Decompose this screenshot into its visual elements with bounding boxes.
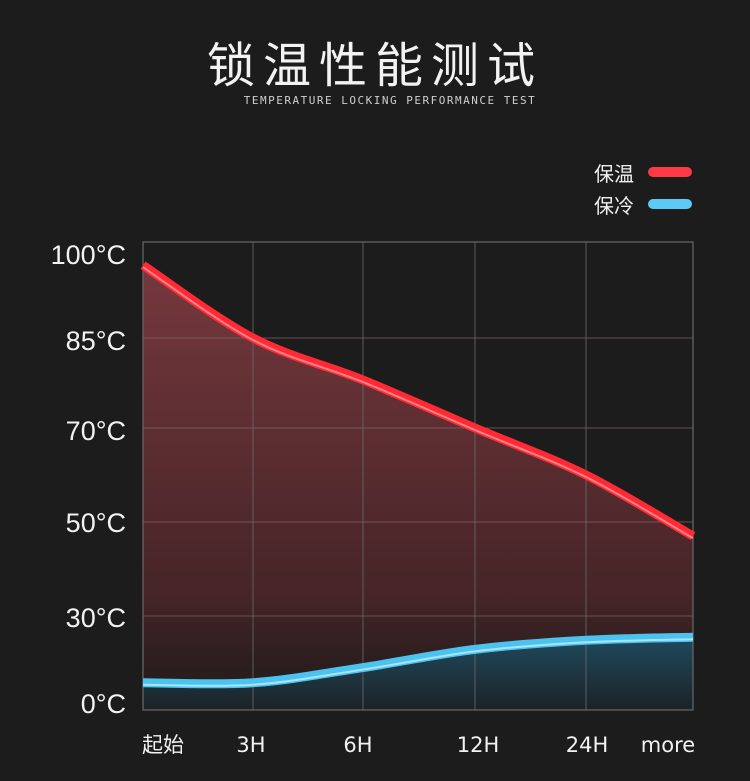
y-tick-label: 0°C <box>81 689 126 719</box>
legend: 保温 保冷 <box>594 156 692 220</box>
plot-frame <box>142 241 694 711</box>
series-line-cold <box>142 632 694 689</box>
legend-label: 保冷 <box>594 193 634 218</box>
x-tick-label: more <box>641 733 695 757</box>
area-cold <box>143 637 693 710</box>
y-tick-label: 30°C <box>66 603 126 633</box>
y-tick-label: 70°C <box>66 416 126 446</box>
legend-swatch <box>648 199 692 209</box>
series-line-warm <box>140 261 696 541</box>
y-tick-label: 50°C <box>66 508 126 538</box>
x-tick-label: 12H <box>457 733 500 757</box>
page-title: 锁温性能测试 <box>206 38 543 94</box>
area-warm <box>143 265 693 710</box>
series-highlight-warm <box>142 266 694 539</box>
page-subtitle: TEMPERATURE LOCKING PERFORMANCE TEST <box>243 94 537 107</box>
y-tick-label: 85°C <box>66 326 126 356</box>
legend-label: 保温 <box>594 161 634 186</box>
y-tick-label: 100°C <box>51 240 126 270</box>
legend-item-warm: 保温 <box>594 156 692 188</box>
legend-item-cold: 保冷 <box>594 188 692 220</box>
x-tick-label: 3H <box>236 733 265 757</box>
legend-swatch <box>648 167 692 177</box>
x-tick-label: 起始 <box>142 733 184 757</box>
x-tick-label: 6H <box>343 733 372 757</box>
x-tick-label: 24H <box>566 733 609 757</box>
series-highlight-cold <box>142 638 694 687</box>
